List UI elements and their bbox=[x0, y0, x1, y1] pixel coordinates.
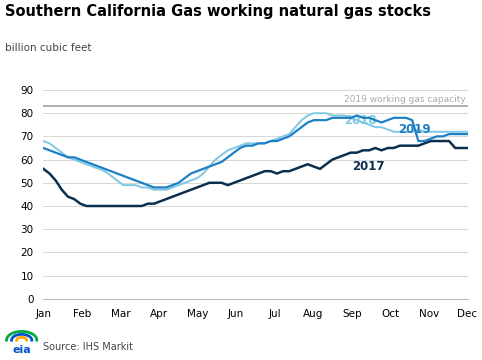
Text: Southern California Gas working natural gas stocks: Southern California Gas working natural … bbox=[5, 4, 431, 19]
Text: billion cubic feet: billion cubic feet bbox=[5, 43, 91, 53]
Text: Source: IHS Markit: Source: IHS Markit bbox=[43, 342, 134, 352]
Text: 2017: 2017 bbox=[352, 160, 384, 173]
Text: 2019: 2019 bbox=[398, 123, 431, 136]
Text: 2019 working gas capacity: 2019 working gas capacity bbox=[344, 95, 466, 104]
Text: eia: eia bbox=[13, 345, 31, 355]
Text: 2018: 2018 bbox=[344, 114, 377, 127]
